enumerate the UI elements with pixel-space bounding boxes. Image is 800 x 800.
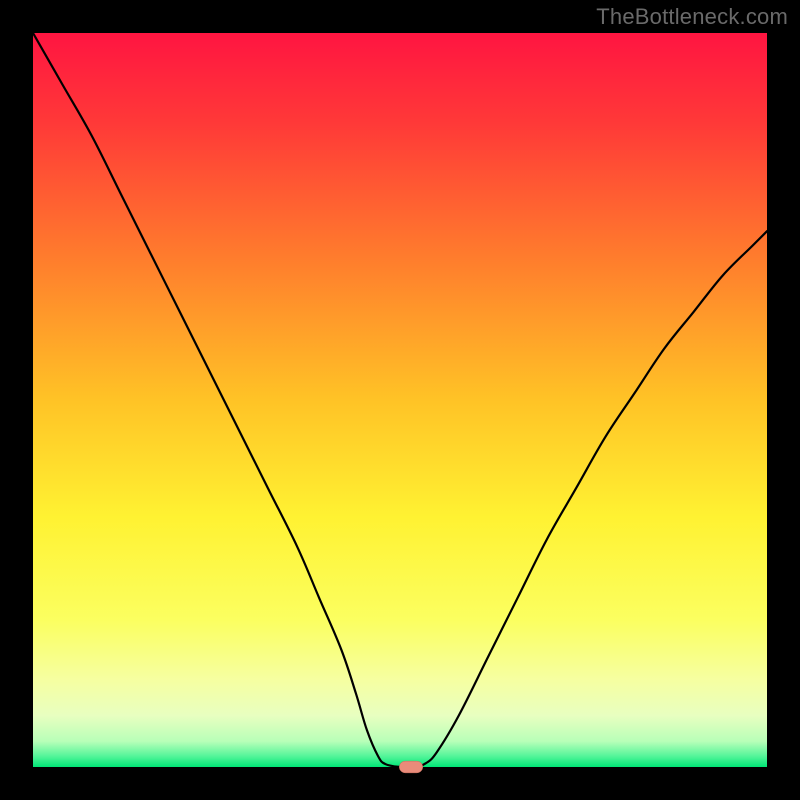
watermark-text: TheBottleneck.com <box>596 4 788 30</box>
bottleneck-chart <box>0 0 800 800</box>
plot-background <box>33 33 767 767</box>
chart-container: TheBottleneck.com <box>0 0 800 800</box>
optimum-marker <box>399 761 422 773</box>
